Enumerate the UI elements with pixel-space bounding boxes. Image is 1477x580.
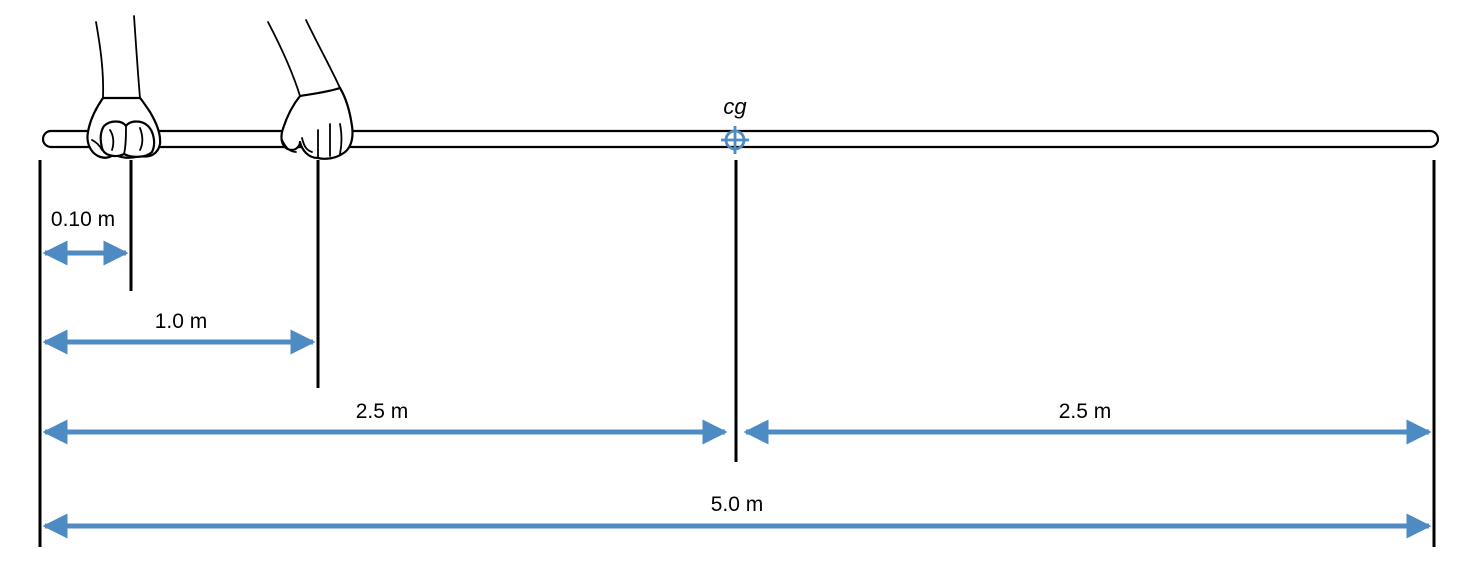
right-hand-icon [267,19,354,160]
dimension-label-2-5-left: 2.5 m [356,400,409,423]
dimension-label-1-0: 1.0 m [155,310,208,333]
cg-label: cg [723,94,747,119]
dimension-label-0-10: 0.10 m [51,208,115,231]
crosshair-icon [721,126,749,154]
dimension-label-2-5-right: 2.5 m [1059,400,1112,423]
dimension-label-5-0: 5.0 m [711,493,764,516]
left-hand-icon [86,15,162,159]
